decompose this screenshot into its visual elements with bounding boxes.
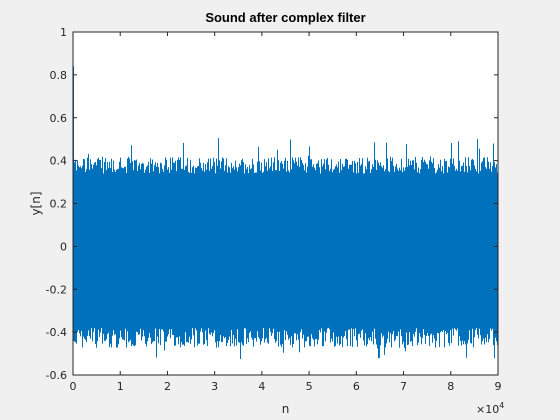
y-tick-label: 0.6 xyxy=(50,112,68,125)
x-axis-exponent: ×104 xyxy=(476,401,504,416)
y-tick-label: 1 xyxy=(60,26,67,39)
x-tick-label: 8 xyxy=(447,380,454,393)
y-axis-ticks: -0.6 -0.4 -0.2 0 0.2 0.4 0.6 0.8 1 xyxy=(46,26,498,382)
y-tick-label: 0 xyxy=(60,240,67,253)
x-tick-label: 7 xyxy=(400,380,407,393)
signal-dense-band xyxy=(74,182,498,311)
x-axis-label: n xyxy=(282,402,290,416)
x-tick-label: 1 xyxy=(117,380,124,393)
x-tick-label: 9 xyxy=(495,380,502,393)
y-tick-label: 0.2 xyxy=(50,198,68,211)
x-tick-label: 2 xyxy=(164,380,171,393)
x-exponent-base: ×10 xyxy=(476,403,499,416)
y-axis-label: y[n] xyxy=(29,191,43,215)
y-tick-label: 0.8 xyxy=(50,69,68,82)
x-tick-label: 4 xyxy=(258,380,265,393)
x-tick-label: 0 xyxy=(70,380,77,393)
y-tick-label: -0.6 xyxy=(46,369,67,382)
x-exponent-power: 4 xyxy=(499,401,504,410)
y-tick-label: -0.4 xyxy=(46,326,67,339)
x-tick-label: 3 xyxy=(211,380,218,393)
x-tick-label: 5 xyxy=(306,380,313,393)
x-axis-ticks: 0 1 2 3 4 5 6 7 8 9 xyxy=(70,32,502,393)
signal-trace xyxy=(73,66,498,359)
y-tick-label: -0.2 xyxy=(46,283,67,296)
x-tick-label: 6 xyxy=(353,380,360,393)
y-tick-label: 0.4 xyxy=(50,155,68,168)
chart-title: Sound after complex filter xyxy=(205,10,365,25)
